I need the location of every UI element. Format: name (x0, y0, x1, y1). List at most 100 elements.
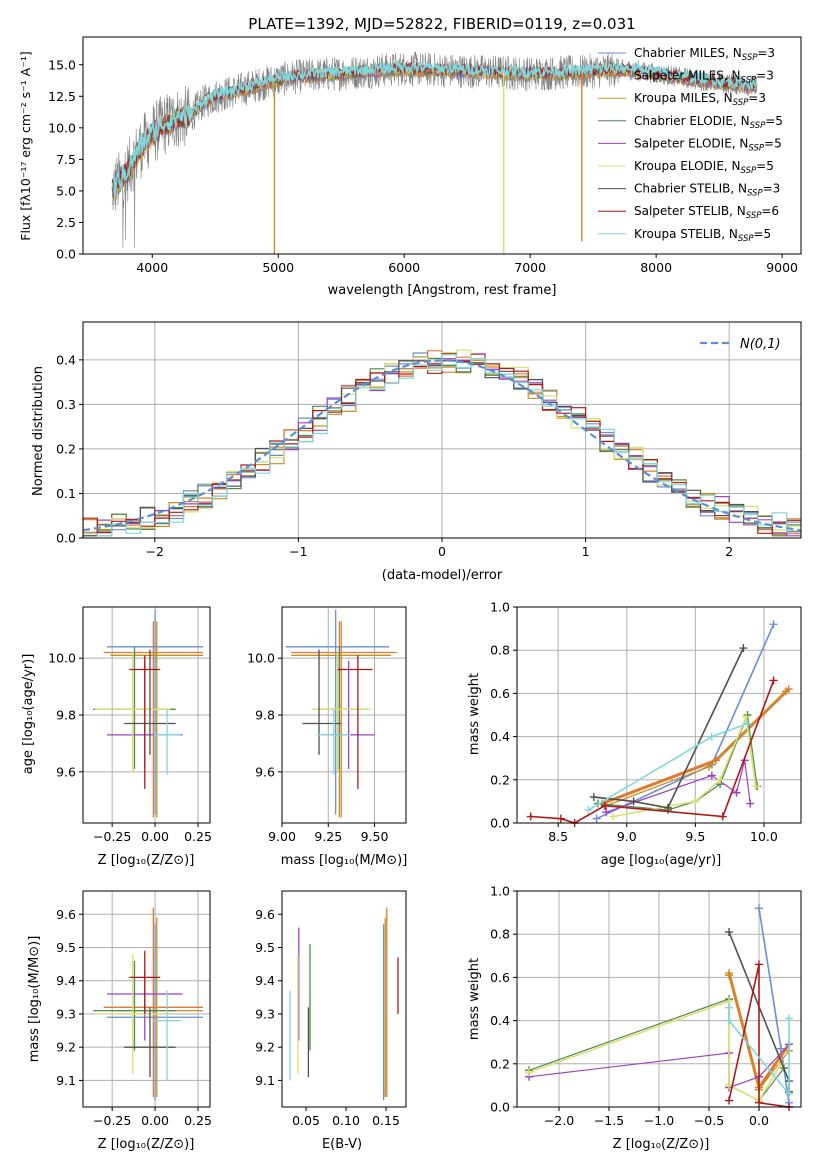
mass-weight-marker (769, 620, 778, 629)
model-spectrum-line (113, 60, 758, 195)
weight_vs_Z-xtick-label: 0.0 (749, 1113, 769, 1128)
spectrum-xtick-label: 5000 (262, 260, 294, 275)
legend-entry-label: Kroupa MILES, N (634, 91, 733, 105)
legend-entry-subscript: SSP (742, 53, 758, 63)
mass-weight-marker (732, 788, 741, 797)
weight-vs-z-xlabel: Z [log₁₀(Z/Z⊙)] (613, 1137, 710, 1152)
mass-vs-ebv-xlabel: E(B-V) (322, 1137, 362, 1152)
legend-entry-tail: =3 (748, 91, 766, 105)
weight_vs_age-ytick-label: 1.0 (490, 600, 510, 615)
weight_vs_age-xtick-label: 8.5 (548, 829, 568, 844)
mass-weight-marker (707, 771, 716, 780)
legend-entry: Salpeter MILES, NSSP=3 (634, 69, 774, 86)
age_vs_Z-ytick-label: 9.8 (56, 708, 76, 723)
legend-entry: Chabrier ELODIE, NSSP=5 (634, 114, 783, 131)
legend-entry-subscript: SSP (733, 98, 749, 108)
residual-histograms (83, 349, 801, 538)
legend-entry-tail: =5 (756, 159, 774, 173)
mass_vs_Z-xtick-label: 0.25 (184, 1113, 212, 1128)
legend-entry: Chabrier STELIB, NSSP=3 (634, 182, 780, 199)
mass_vs_Z-ytick-label: 9.1 (56, 1073, 76, 1088)
mass-weight-marker (725, 928, 733, 937)
mass-weight-marker (609, 812, 618, 821)
weight_vs_age-xtick-label: 10.0 (750, 829, 778, 844)
mass-weight-marker (589, 793, 598, 802)
mass-vs-z-xlabel: Z [log₁₀(Z/Z⊙)] (98, 1137, 195, 1152)
legend-entry-label: Chabrier STELIB, N (634, 182, 747, 196)
residuals-xtick-label: 0 (438, 544, 446, 559)
legend-entry-subscript: SSP (738, 234, 754, 244)
mass-weight-marker (742, 713, 751, 722)
mass-weight-marker (600, 801, 609, 810)
legend-entry-subscript: SSP (750, 121, 766, 131)
mass_vs_ebv-xtick-label: 0.15 (372, 1113, 400, 1128)
mass-weight-marker (725, 1003, 733, 1012)
weight_vs_Z-xtick-label: −1.0 (644, 1113, 674, 1128)
spectrum-frame (82, 36, 802, 255)
spectrum-xlabel: wavelength [Angstrom, rest frame] (328, 283, 557, 298)
mass_vs_ebv-ytick-label: 9.3 (255, 1006, 275, 1021)
legend-entry-label: Salpeter MILES, N (634, 69, 741, 83)
age_vs_Z-frame (82, 606, 211, 824)
age-vs-z-xlabel: Z [log₁₀(Z/Z⊙)] (98, 853, 195, 868)
mass-weight-marker (769, 676, 778, 685)
model-spectrum-line (112, 60, 758, 193)
age_vs_mass-xtick-label: 9.50 (361, 829, 389, 844)
mass-weight-marker (707, 732, 716, 741)
data-layer (83, 51, 801, 1111)
legend-entry-label: Kroupa ELODIE, N (634, 159, 741, 173)
legend-entry-label: Chabrier ELODIE, N (634, 114, 750, 128)
weight_vs_Z-xtick-label: −2.0 (544, 1113, 574, 1128)
residuals-xtick-label: 1 (582, 544, 590, 559)
weight_vs_age-ytick-label: 0.6 (490, 686, 510, 701)
residuals-xlabel: (data-model)/error (382, 568, 503, 583)
spectrum-ytick-label: 2.5 (56, 215, 76, 230)
age_vs_Z-ytick-label: 10.0 (48, 651, 76, 666)
age_vs_mass-xtick-label: 9.00 (268, 829, 296, 844)
age-vs-z-ylabel: age [log₁₀(age/yr)] (21, 654, 36, 775)
mass-weight-marker (785, 1014, 793, 1023)
mass-weight-marker (781, 687, 790, 696)
mass-weight-series (530, 680, 775, 824)
mass-weight-series (528, 998, 785, 1102)
weight-vs-age-ylabel: mass weight (467, 673, 482, 755)
mass_vs_ebv-frame (281, 890, 407, 1108)
legend-entry-tail: =5 (765, 114, 783, 128)
residuals-ytick-label: 0.2 (56, 441, 76, 456)
mass_vs_ebv-xtick-label: 0.05 (292, 1113, 320, 1128)
mass-weight-marker (755, 1098, 763, 1107)
mass-weight-marker (718, 812, 727, 821)
mass-weight-series (593, 647, 745, 809)
mass_vs_ebv-xtick-label: 0.10 (332, 1113, 360, 1128)
mass-weight-marker (705, 762, 714, 771)
mass_vs_Z-ytick-label: 9.4 (56, 973, 76, 988)
residuals-xtick-label: −1 (289, 544, 307, 559)
legend-entry-tail: =6 (761, 204, 779, 218)
age_vs_Z-xtick-label: −0.25 (93, 829, 131, 844)
legend-entry-tail: =3 (763, 182, 781, 196)
weight-vs-z-ylabel: mass weight (467, 958, 482, 1040)
mass_vs_ebv-ytick-label: 9.5 (255, 940, 275, 955)
mass-weight-marker (743, 719, 752, 728)
model-spectrum-line (111, 63, 758, 199)
gaussian-curve (83, 359, 801, 532)
legend-entry-tail: =5 (754, 227, 772, 241)
age_vs_Z-ytick-label: 9.6 (56, 764, 76, 779)
spectrum-ytick-label: 5.0 (56, 183, 76, 198)
residuals-frame (82, 321, 802, 539)
mass-weight-marker (556, 814, 565, 823)
mass-weight-marker (785, 1090, 793, 1099)
residuals-ytick-label: 0.1 (56, 486, 76, 501)
figure-title: PLATE=1392, MJD=52822, FIBERID=0119, z=0… (248, 15, 635, 33)
mass-weight-marker (592, 814, 601, 823)
age_vs_mass-frame (281, 606, 407, 824)
legend-entry-subscript: SSP (746, 211, 762, 221)
mass-weight-marker (602, 808, 611, 817)
model-spectrum-line (112, 62, 758, 198)
weight_vs_Z-ytick-label: 0.2 (490, 1056, 510, 1071)
mass_vs_ebv-ytick-label: 9.1 (255, 1073, 275, 1088)
grid-layer (83, 322, 801, 1108)
mass-weight-marker (691, 797, 700, 806)
